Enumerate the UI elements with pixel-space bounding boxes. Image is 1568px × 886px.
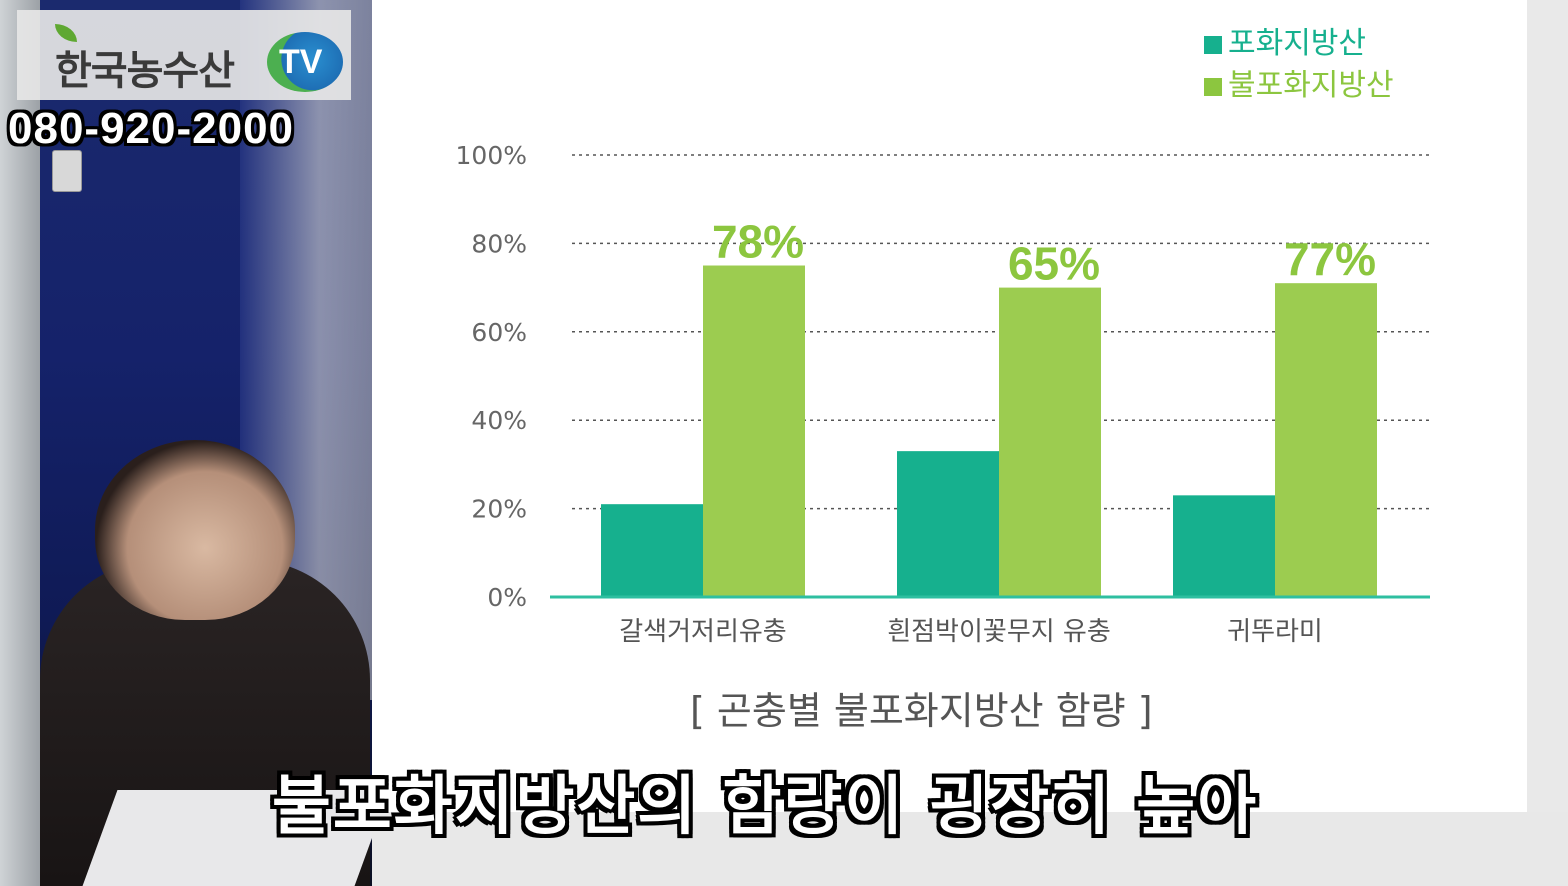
bar-unsaturated xyxy=(1275,283,1377,597)
tv-circle-icon xyxy=(267,32,343,92)
y-tick-label: 60% xyxy=(471,318,527,347)
wall-socket xyxy=(52,150,82,192)
legend-swatch-saturated xyxy=(1204,35,1222,54)
legend-label-saturated: 포화지방산 xyxy=(1228,26,1366,61)
chart-caption: [ 곤충별 불포화지방산 함량 ] xyxy=(690,689,1153,733)
data-label: 77% xyxy=(1284,233,1376,285)
category-label: 귀뚜라미 xyxy=(1227,617,1323,647)
legend-item-unsaturated: 불포화지방산 xyxy=(1204,60,1394,104)
legend-item-saturated: 포화지방산 xyxy=(1204,18,1366,62)
y-tick-label: 0% xyxy=(487,583,527,612)
bar-unsaturated xyxy=(703,265,805,597)
presenter-head xyxy=(95,440,295,620)
data-label: 65% xyxy=(1008,238,1100,290)
y-tick-label: 80% xyxy=(471,229,527,258)
bar-saturated xyxy=(897,451,999,597)
bar-chart: 0% 20% 40% 60% 80% 100% 78% 갈색거저리유충 65% 흰점박이꽃무지 유… xyxy=(456,141,1430,647)
camera-feed xyxy=(0,0,372,886)
logo-tv-text: TV xyxy=(279,43,323,81)
data-label: 78% xyxy=(712,216,804,268)
phone-number: 080-920-2000 xyxy=(8,104,295,153)
channel-logo: 한국농수산 TV xyxy=(17,10,351,100)
legend-label-unsaturated: 불포화지방산 xyxy=(1228,68,1394,103)
bar-unsaturated xyxy=(999,287,1101,597)
category-label: 흰점박이꽃무지 유충 xyxy=(887,617,1111,647)
slide-shadow xyxy=(1527,0,1568,886)
wall xyxy=(0,0,40,886)
y-tick-label: 20% xyxy=(471,495,527,524)
slide-bottom xyxy=(372,812,1568,886)
bar-saturated xyxy=(1173,495,1275,597)
bar-saturated xyxy=(601,504,703,597)
category-label: 갈색거저리유충 xyxy=(619,617,786,647)
y-tick-label: 40% xyxy=(471,406,527,435)
video-subtitle: 불포화지방산의 함량이 굉장히 높아 xyxy=(272,770,1259,844)
y-tick-label: 100% xyxy=(456,141,527,170)
logo-text: 한국농수산 xyxy=(55,48,235,94)
legend-swatch-unsaturated xyxy=(1204,77,1222,96)
presentation-slide: 포화지방산 불포화지방산 0% 20% 40% 60% 80% 100% 78% 갈색거저리유… xyxy=(372,0,1568,886)
